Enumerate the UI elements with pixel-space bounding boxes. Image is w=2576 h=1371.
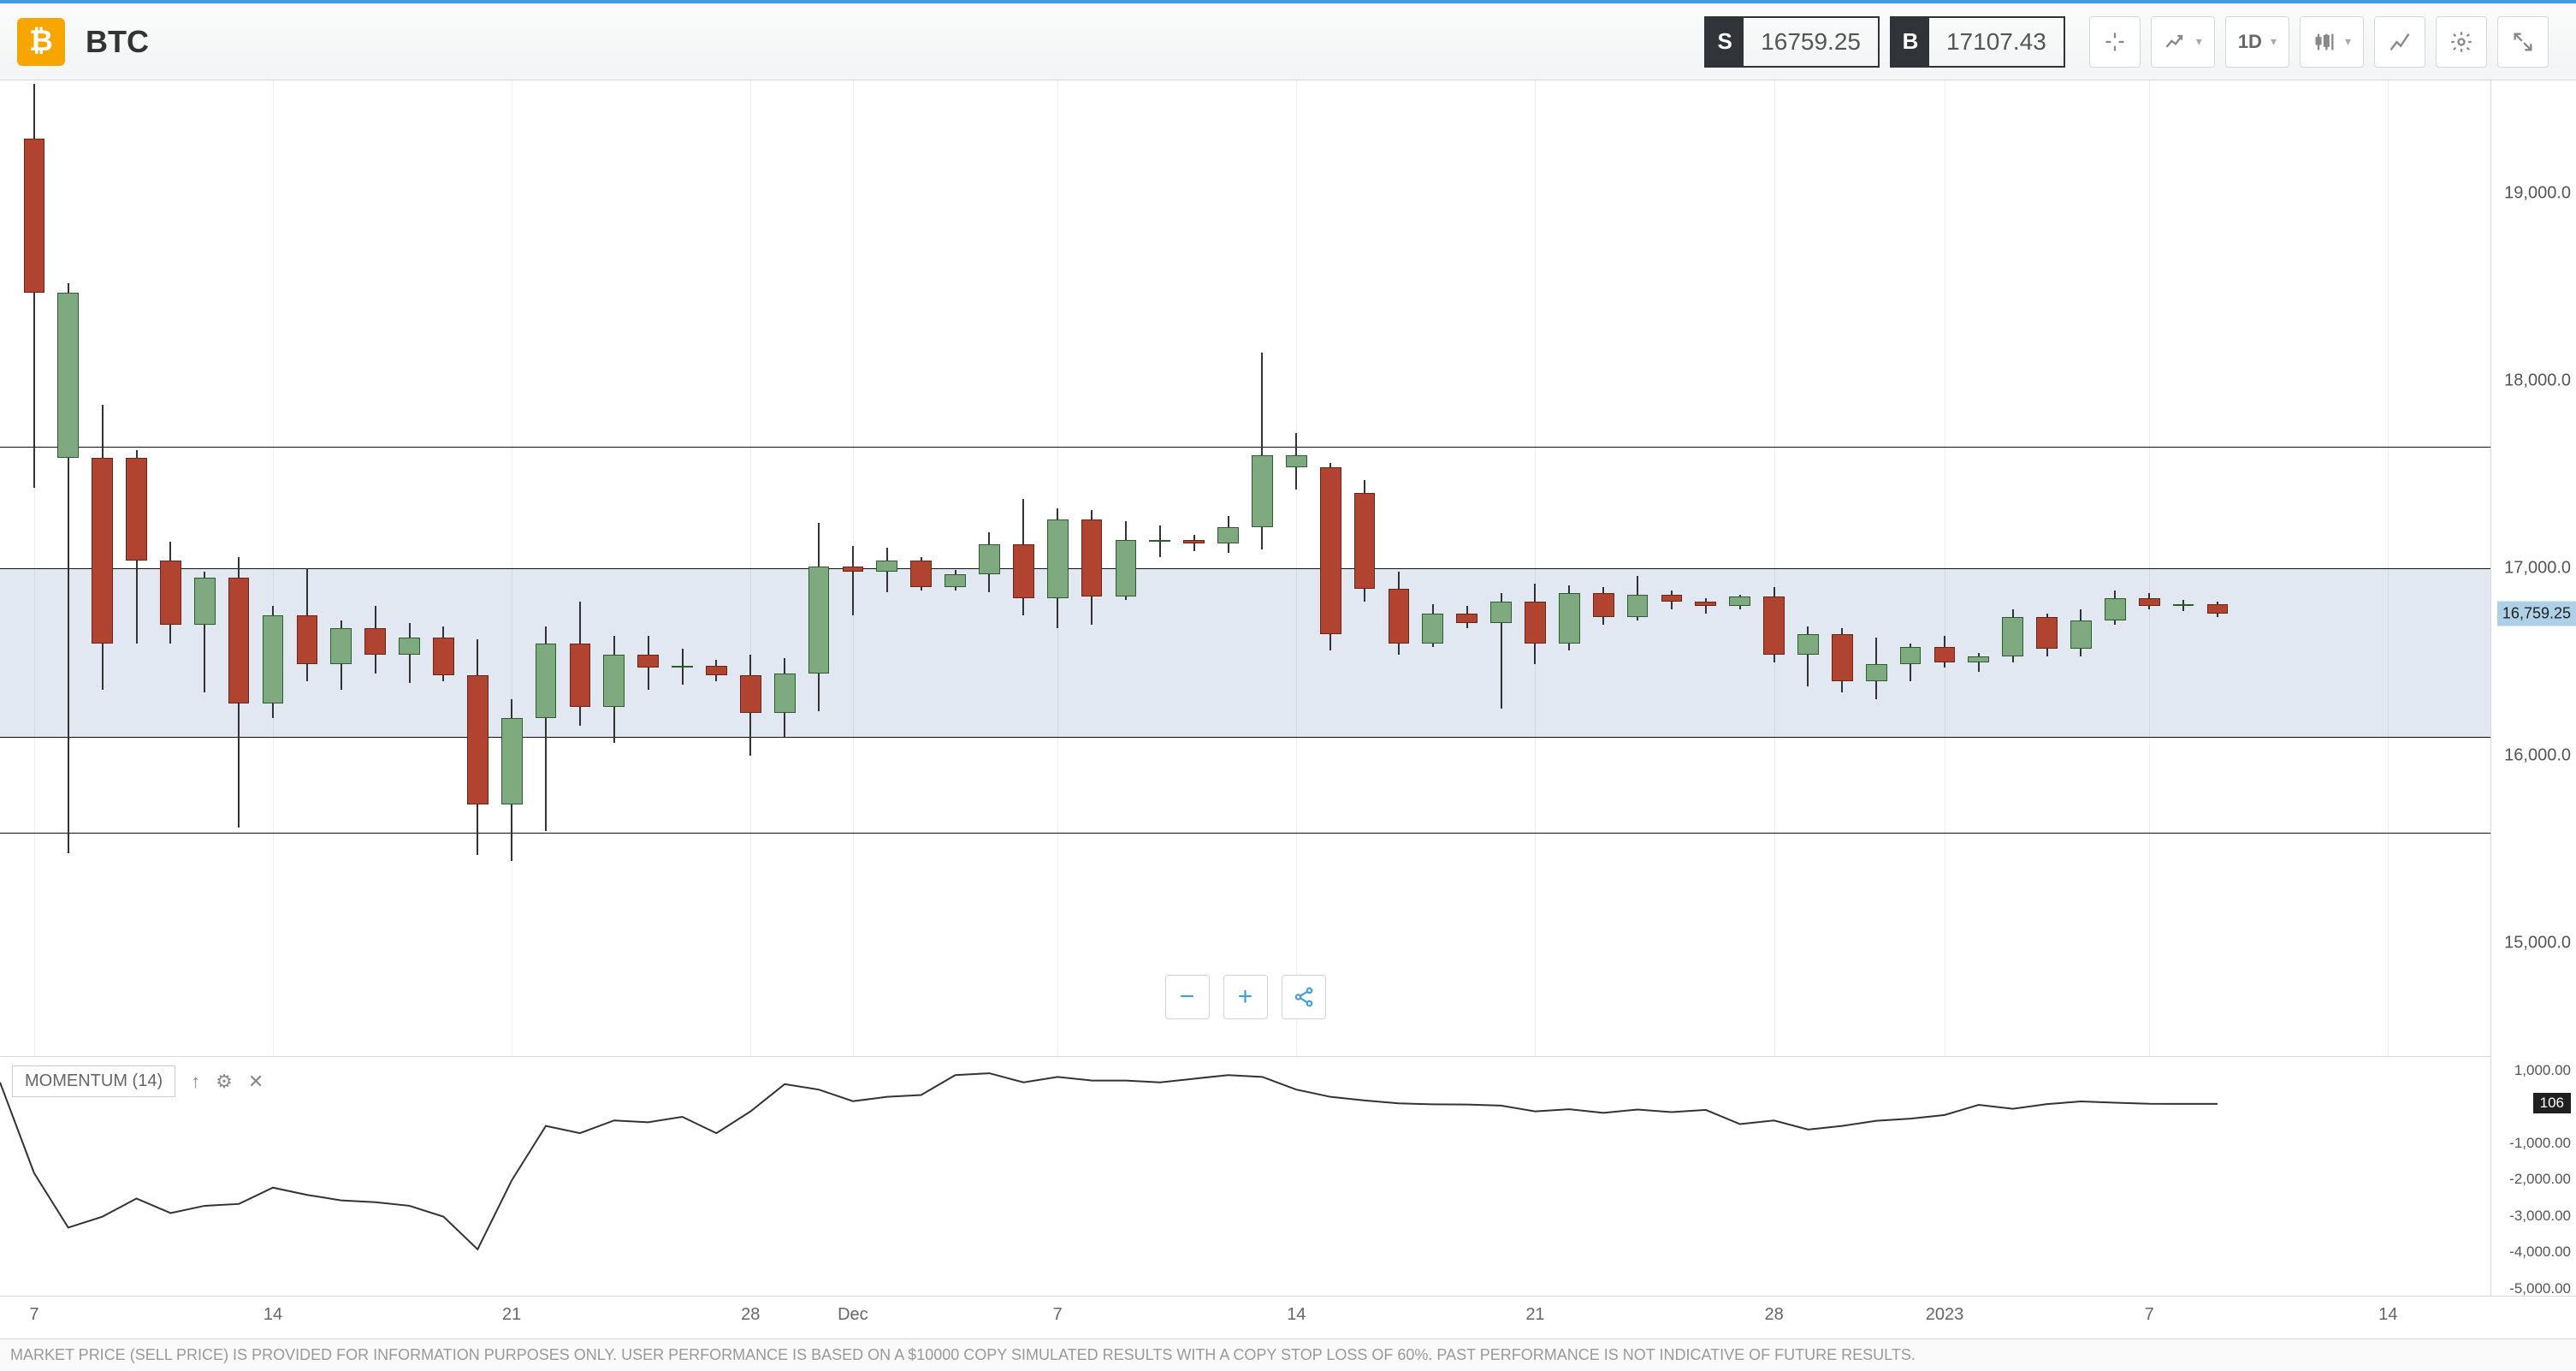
y-axis-tick: 15,000.0 (2504, 934, 2571, 953)
minus-icon: − (1180, 982, 1195, 1012)
crosshair-button[interactable] (2089, 16, 2141, 68)
sell-price: 16759.25 (1744, 18, 1878, 66)
x-axis-label: 7 (29, 1305, 38, 1325)
plus-icon: + (1238, 982, 1253, 1012)
indicators-button[interactable] (2374, 16, 2425, 68)
y-axis[interactable]: 19,000.0 18,000.0 17,000.0 16,000.0 15,000.0… (2490, 80, 2576, 1296)
indicator-y-tick: -1,000.00 (2509, 1135, 2571, 1152)
logo-glyph: ₿ (29, 25, 53, 58)
chevron-down-icon: ▾ (2271, 34, 2277, 49)
band-border (0, 568, 2490, 569)
x-axis[interactable]: 7 14 21 28 Dec 7 14 21 28 2023 7 14 (0, 1296, 2576, 1338)
indicator-label-bar: MOMENTUM (14) ↑ ⚙ ✕ (12, 1065, 264, 1097)
fullscreen-button[interactable] (2497, 16, 2549, 68)
gear-icon (2449, 30, 2473, 54)
app-root: ₿ BTC S 16759.25 B 17107.43 ▾ 1D ▾ ▾ (0, 0, 2576, 1371)
chart-main: −+MOMENTUM (14)↑⚙✕ 19,000.018,000.017,00… (0, 80, 2576, 1296)
indicator-y-tick: -5,000.00 (2509, 1280, 2571, 1297)
horizontal-line (0, 447, 2490, 448)
indicator-y-tick: -4,000.00 (2509, 1243, 2571, 1261)
disclaimer-text: MARKET PRICE (SELL PRICE) IS PROVIDED FO… (0, 1338, 2576, 1371)
current-price-label: 16,759.25 (2497, 601, 2576, 626)
sell-tag: S (1706, 18, 1744, 66)
indicator-name: MOMENTUM (14) (12, 1065, 175, 1097)
x-axis-label: 14 (2378, 1305, 2397, 1325)
indicator-y-tick: -2,000.00 (2509, 1171, 2571, 1188)
sell-price-box[interactable]: S 16759.25 (1704, 16, 1880, 68)
momentum-line (0, 1057, 2490, 1296)
x-axis-label: 14 (264, 1305, 282, 1325)
x-axis-label: 21 (1525, 1305, 1544, 1325)
chart-type-button[interactable]: ▾ (2300, 16, 2364, 68)
crosshair-icon (2103, 30, 2127, 54)
x-axis-label: 7 (1053, 1305, 1063, 1325)
y-axis-tick: 19,000.0 (2504, 183, 2571, 203)
symbol-label: BTC (86, 24, 149, 60)
x-axis-label: 2023 (1926, 1305, 1964, 1325)
indicator-y-tick: 1,000.00 (2514, 1062, 2571, 1079)
y-axis-tick: 18,000.0 (2504, 371, 2571, 390)
btc-logo-icon: ₿ (17, 18, 65, 66)
chevron-down-icon: ▾ (2345, 34, 2351, 49)
x-axis-label: 21 (502, 1305, 521, 1325)
timeframe-button[interactable]: 1D ▾ (2225, 16, 2289, 68)
timeframe-label: 1D (2238, 31, 2262, 53)
lines-up-icon (2388, 30, 2412, 54)
chart-pane[interactable]: −+MOMENTUM (14)↑⚙✕ (0, 80, 2490, 1296)
share-button[interactable] (1282, 975, 1326, 1019)
zoom-out-button[interactable]: − (1165, 975, 1210, 1019)
x-axis-label: Dec (838, 1305, 868, 1325)
zoom-in-button[interactable]: + (1223, 975, 1268, 1019)
expand-icon (2511, 30, 2535, 54)
x-axis-label: 14 (1287, 1305, 1306, 1325)
header: ₿ BTC S 16759.25 B 17107.43 ▾ 1D ▾ ▾ (0, 3, 2576, 80)
y-axis-tick: 17,000.0 (2504, 559, 2571, 579)
indicator-panel[interactable]: MOMENTUM (14) ↑ ⚙ ✕ (0, 1056, 2490, 1296)
zoom-controls: −+ (1165, 975, 1326, 1019)
chevron-down-icon: ▾ (2196, 34, 2202, 49)
buy-price-box[interactable]: B 17107.43 (1890, 16, 2065, 68)
gear-icon[interactable]: ⚙ (216, 1071, 233, 1093)
arrow-up-icon[interactable]: ↑ (191, 1071, 200, 1093)
x-axis-label: 28 (741, 1305, 760, 1325)
buy-price: 17107.43 (1929, 18, 2064, 66)
chart-with-arrow-icon (2164, 30, 2188, 54)
buy-tag: B (1892, 18, 1929, 66)
settings-button[interactable] (2436, 16, 2487, 68)
close-icon[interactable]: ✕ (248, 1071, 264, 1093)
y-axis-tick: 16,000.0 (2504, 746, 2571, 766)
indicator-current-label: 106 (2533, 1093, 2571, 1113)
drawing-tools-button[interactable]: ▾ (2151, 16, 2215, 68)
x-axis-label: 7 (2145, 1305, 2154, 1325)
band-border (0, 737, 2490, 738)
horizontal-line (0, 833, 2490, 834)
share-icon (1293, 986, 1315, 1008)
candlestick-icon (2312, 30, 2336, 54)
indicator-y-tick: -3,000.00 (2509, 1208, 2571, 1225)
x-axis-label: 28 (1764, 1305, 1783, 1325)
